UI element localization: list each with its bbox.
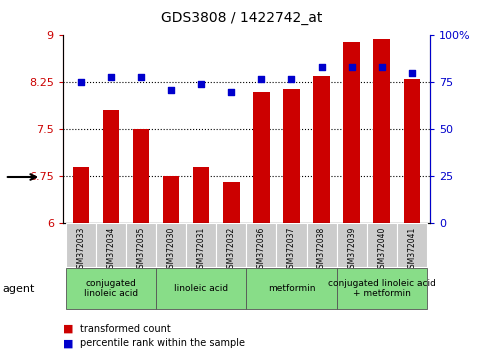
Point <box>167 87 175 93</box>
Text: GSM372032: GSM372032 <box>227 227 236 273</box>
Point <box>198 81 205 87</box>
Point <box>257 76 265 81</box>
Point <box>77 80 85 85</box>
Text: transformed count: transformed count <box>80 324 170 333</box>
Bar <box>186 223 216 267</box>
Text: GSM372033: GSM372033 <box>76 227 85 273</box>
Text: metformin: metformin <box>268 284 315 293</box>
Bar <box>223 182 240 223</box>
Bar <box>367 223 397 267</box>
Bar <box>373 39 390 223</box>
Bar <box>163 176 179 223</box>
Bar <box>156 223 186 267</box>
Bar <box>126 223 156 267</box>
Bar <box>193 167 210 223</box>
Bar <box>283 88 300 223</box>
Point <box>348 64 355 70</box>
Text: GSM372031: GSM372031 <box>197 227 206 273</box>
Text: GSM372040: GSM372040 <box>377 227 386 273</box>
Point <box>107 74 115 80</box>
Bar <box>66 223 96 267</box>
Point <box>408 70 416 76</box>
Point <box>287 76 295 81</box>
Point <box>137 74 145 80</box>
Text: ■: ■ <box>63 338 73 348</box>
Bar <box>156 268 246 309</box>
Text: GSM372034: GSM372034 <box>106 227 115 273</box>
Bar <box>313 76 330 223</box>
Bar <box>133 129 149 223</box>
Text: GSM372035: GSM372035 <box>137 227 145 273</box>
Bar <box>403 79 420 223</box>
Point <box>378 64 385 70</box>
Text: percentile rank within the sample: percentile rank within the sample <box>80 338 245 348</box>
Text: agent: agent <box>2 284 35 293</box>
Text: ■: ■ <box>63 324 73 333</box>
Text: GSM372041: GSM372041 <box>407 227 416 273</box>
Text: linoleic acid: linoleic acid <box>174 284 228 293</box>
Bar <box>216 223 246 267</box>
Text: GSM372036: GSM372036 <box>257 227 266 273</box>
Text: conjugated
linoleic acid: conjugated linoleic acid <box>84 279 138 298</box>
Point <box>227 89 235 95</box>
Bar <box>397 223 427 267</box>
Bar <box>343 42 360 223</box>
Text: GSM372030: GSM372030 <box>167 227 176 273</box>
Bar <box>72 167 89 223</box>
Bar <box>337 223 367 267</box>
Text: GDS3808 / 1422742_at: GDS3808 / 1422742_at <box>161 11 322 25</box>
Bar <box>96 223 126 267</box>
Bar <box>246 268 337 309</box>
Text: conjugated linoleic acid
+ metformin: conjugated linoleic acid + metformin <box>328 279 436 298</box>
Text: GSM372037: GSM372037 <box>287 227 296 273</box>
Bar <box>103 110 119 223</box>
Bar <box>246 223 276 267</box>
Point <box>318 64 326 70</box>
Bar <box>253 92 270 223</box>
Bar <box>66 268 156 309</box>
Bar <box>276 223 307 267</box>
Bar <box>337 268 427 309</box>
Text: GSM372039: GSM372039 <box>347 227 356 273</box>
Bar <box>307 223 337 267</box>
Text: GSM372038: GSM372038 <box>317 227 326 273</box>
